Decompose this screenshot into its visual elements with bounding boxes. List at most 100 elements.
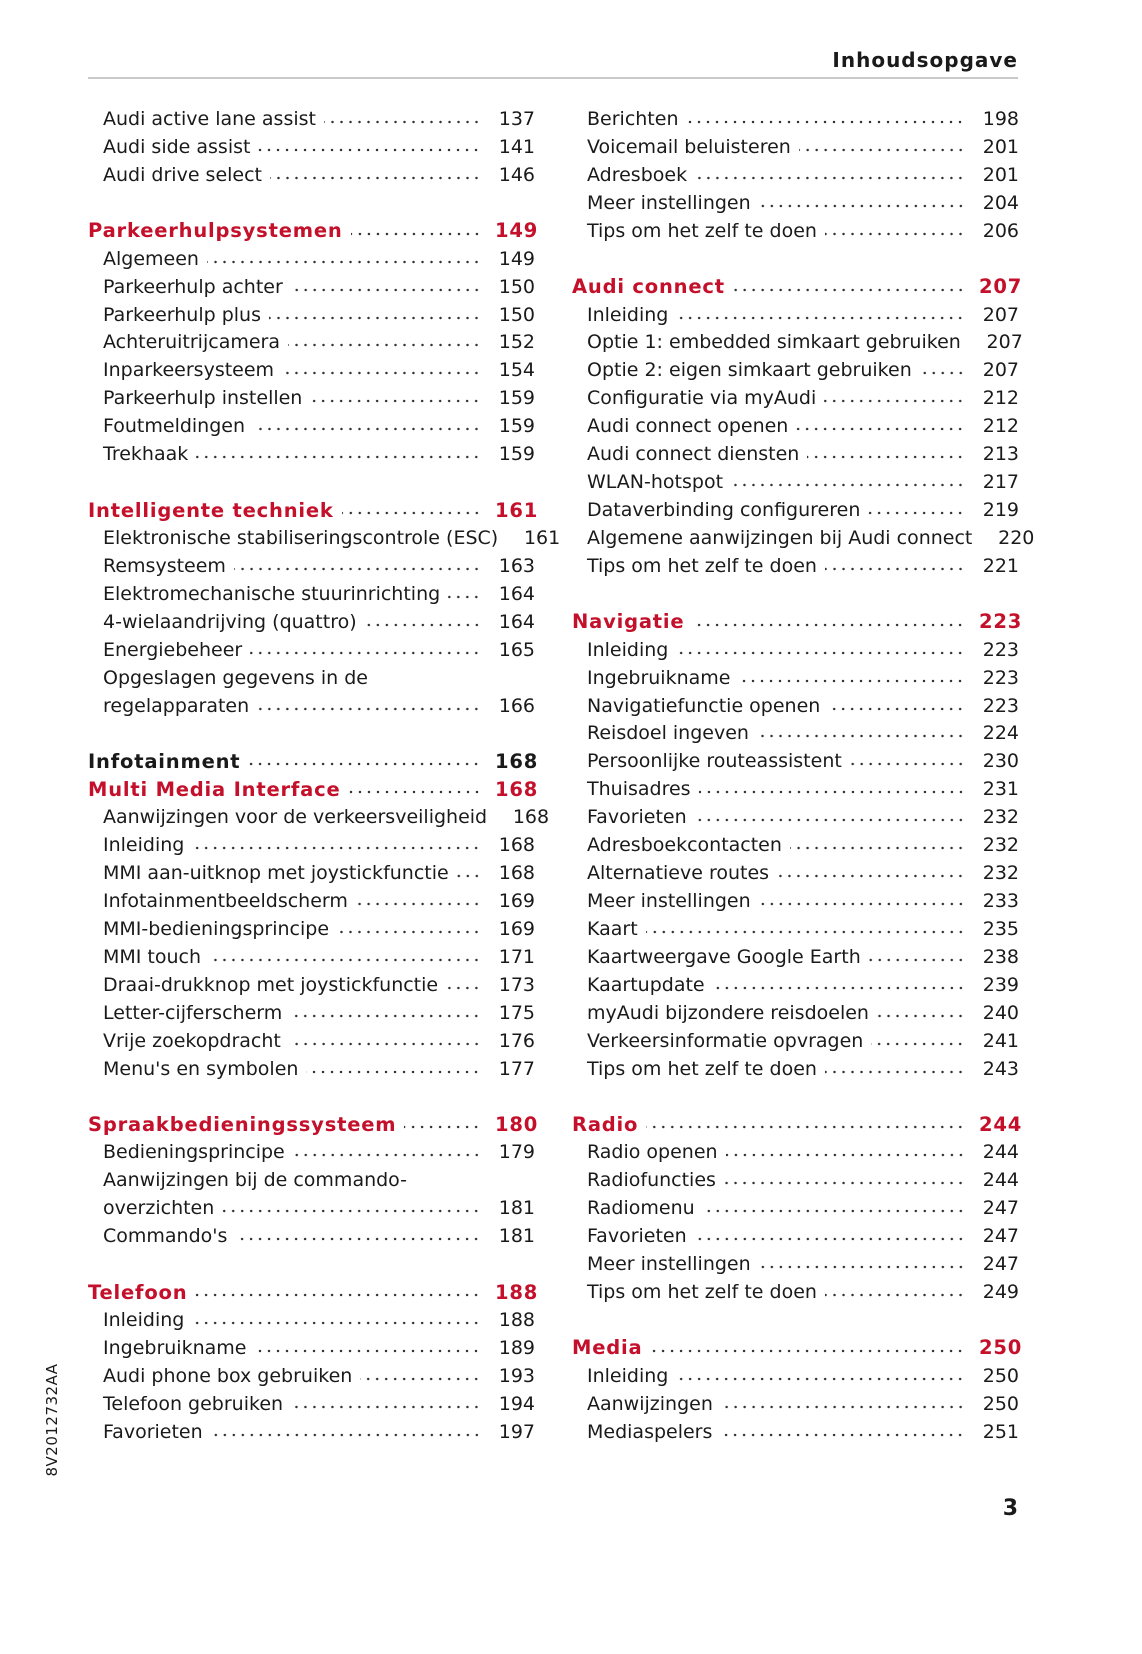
entry-page: 137 [498,108,535,130]
toc-entry: Parkeerhulp achter 150 [103,272,535,301]
entry-page: 223 [979,610,1023,634]
dot-leader [777,859,965,888]
entry-page: 243 [982,1057,1019,1080]
entry-page: 220 [998,526,1035,549]
entry-page: 201 [982,163,1019,186]
entry-title: Elektromechanische stuurinrichting [103,582,441,605]
entry-title: Inleiding [103,1308,185,1331]
dot-leader [723,1166,965,1195]
entry-title: Telefoon [88,1280,188,1304]
entry-page: 168 [498,862,535,885]
dot-leader [341,496,481,525]
dot-leader [871,1026,965,1055]
entry-title: Radiofuncties [587,1169,716,1192]
entry-page: 171 [498,945,535,968]
entry-title: Tips om het zelf te doen [587,1281,817,1304]
entry-page: 247 [982,1225,1019,1248]
entry-page: 207 [982,359,1019,382]
toc-entry: WLAN-hotspot 217 [587,468,1019,497]
dot-leader [824,1278,965,1307]
section-entry: Spraakbedieningssysteem 180 [88,1110,537,1139]
toc-entry: Adresboek 201 [587,160,1019,189]
entry-title: 4-wielaandrijving (quattro) [103,610,357,633]
entry-title: Optie 2: eigen simkaart gebruiken [587,359,912,382]
dot-leader [291,1389,481,1418]
toc-entry: Verkeersinformatie opvragen 241 [587,1026,1019,1055]
entry-page: 159 [498,415,535,438]
entry-title: Voicemail beluisteren [587,135,791,158]
dot-leader [287,328,481,357]
entry-page: 213 [982,443,1019,466]
dot-leader [720,1417,965,1446]
toc-entry: Inleiding 207 [587,300,1019,329]
dot-leader [758,1250,965,1279]
entry-page: 232 [982,834,1019,857]
dot-leader [268,300,481,329]
entry-title: regelapparaten [103,694,250,717]
entry-page: 232 [982,806,1019,829]
entry-title: Persoonlijke routeassistent [587,750,842,773]
dot-leader [257,691,481,720]
entry-page: 250 [979,1336,1023,1360]
entry-title: Infotainmentbeeldscherm [103,890,348,913]
toc-entry: Favorieten 247 [587,1222,1019,1251]
dot-leader [919,356,965,385]
dot-leader [824,384,965,413]
toc-entry: Parkeerhulp plus 150 [103,300,535,329]
dot-leader [253,412,481,441]
dot-leader [738,663,965,692]
dot-leader [876,998,965,1027]
entry-page: 176 [498,1029,535,1052]
entry-page: 241 [982,1029,1019,1052]
entry-title: Multi Media Interface [88,777,341,801]
toc-entry: Kaartupdate 239 [587,970,1019,999]
dot-leader [720,1389,965,1418]
entry-title: Reisdoel ingeven [587,722,749,745]
toc-entry: Meer instellingen 204 [587,188,1019,217]
toc-entry: overzichten 181 [103,1194,535,1223]
entry-title: Meer instellingen [587,890,751,913]
dot-leader [355,887,481,916]
entry-title: Tips om het zelf te doen [587,554,817,577]
dot-leader [796,412,965,441]
toc-entry: Dataverbinding configureren 219 [587,496,1019,525]
entry-page: 173 [498,973,535,996]
dot-leader [192,1305,481,1334]
entry-title: Remsysteem [103,554,226,577]
dot-leader [282,356,481,385]
dot-leader [692,607,965,636]
entry-title: Inleiding [103,834,185,857]
toc-entry: Configuratie via myAudi 212 [587,384,1019,413]
dot-leader [360,1361,481,1390]
entry-title: Media [572,1336,643,1360]
toc-entry: Persoonlijke routeassistent 230 [587,747,1019,776]
entry-page: 181 [498,1197,535,1220]
entry-title: Inleiding [587,638,669,661]
toc-entry: Infotainmentbeeldscherm 169 [103,887,535,916]
entry-title: Audi side assist [103,135,251,158]
toc-entry: Ingebruikname 223 [587,663,1019,692]
toc-entry: Energiebeheer 165 [103,635,535,664]
dot-leader [270,160,481,189]
entry-title: Kaartupdate [587,973,705,996]
dot-leader [290,272,481,301]
toc-entry: Algemeen 149 [103,244,535,273]
entry-title: Commando's [103,1225,228,1248]
entry-title: Favorieten [103,1420,203,1443]
entry-page: 223 [982,694,1019,717]
entry-title: myAudi bijzondere reisdoelen [587,1001,869,1024]
entry-title: Audi connect [572,275,725,299]
toc-entry: Favorieten 197 [103,1417,535,1446]
dot-leader [288,1026,481,1055]
toc-entry: Foutmeldingen 159 [103,412,535,441]
entry-page: 179 [498,1141,535,1164]
entry-title: Menu's en symbolen [103,1057,299,1080]
toc-entry: Optie 1: embedded simkaart gebruiken 207 [587,328,1023,356]
entry-page: 159 [498,387,535,410]
entry-title: Audi connect diensten [587,443,800,466]
entry-title: Parkeerhulp plus [103,303,261,326]
dot-leader [650,1333,965,1362]
entry-title: Kaartweergave Google Earth [587,945,861,968]
toc-entry: MMI aan-uitknop met joystickfunctie 168 [103,859,535,888]
